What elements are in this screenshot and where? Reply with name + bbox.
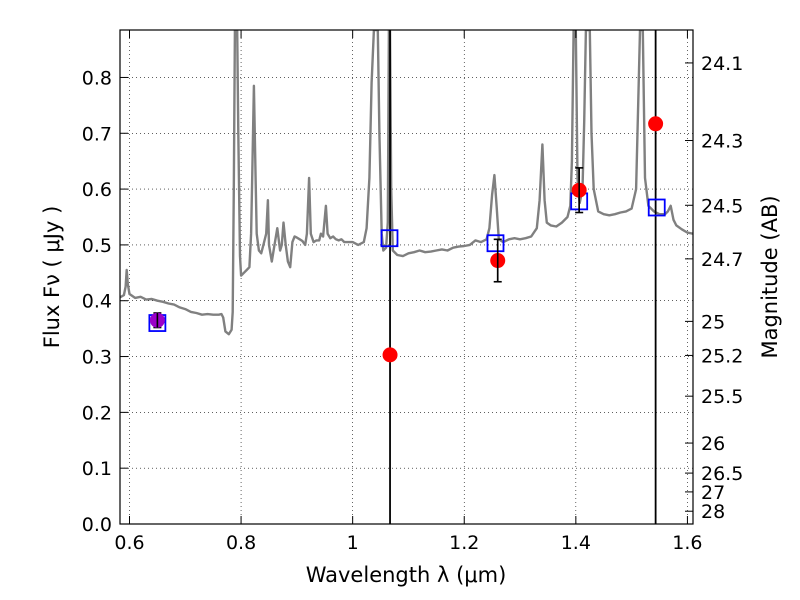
- y-tick-label: 0.5: [82, 235, 112, 257]
- y-tick-label: 0.6: [82, 179, 112, 201]
- observed-point: [382, 347, 398, 363]
- model-point-square: [380, 229, 399, 248]
- y-tick-label: 0.0: [82, 514, 112, 536]
- x-axis-ticks: 0.6 0.8 1 1.2 1.4 1.6: [114, 30, 703, 554]
- observed-photometry-points: [149, 116, 664, 363]
- model-photometry-points: [148, 192, 666, 332]
- right-tick-label: 24.5: [701, 195, 743, 217]
- y-tick-label: 0.8: [82, 67, 112, 89]
- vertical-markers: [389, 30, 657, 524]
- right-axis-label: Magnitude (AB): [758, 195, 782, 358]
- x-tick-label: 0.6: [114, 532, 144, 554]
- x-tick-label: 1: [347, 532, 359, 554]
- x-tick-label: 1.4: [561, 532, 591, 554]
- x-tick-label: 1.2: [449, 532, 479, 554]
- x-tick-label: 0.8: [226, 532, 256, 554]
- right-tick-label: 25.2: [701, 345, 743, 367]
- grid-lines: [120, 30, 693, 525]
- y-tick-label: 0.7: [82, 123, 112, 145]
- model-spectrum-line: [120, 30, 693, 336]
- plot-area: [120, 30, 693, 524]
- model-point-square: [486, 234, 505, 253]
- right-tick-label: 27: [701, 482, 725, 504]
- y-tick-label: 0.2: [82, 402, 112, 424]
- observed-point: [648, 116, 664, 132]
- x-axis-label: Wavelength λ (μm): [306, 563, 507, 587]
- x-tick-label: 1.6: [672, 532, 702, 554]
- right-tick-label: 24.7: [701, 249, 743, 271]
- right-tick-label: 28: [701, 501, 725, 523]
- y-tick-label: 0.1: [82, 458, 112, 480]
- y-tick-label: 0.3: [82, 347, 112, 369]
- right-tick-label: 25.5: [701, 386, 743, 408]
- y-tick-label: 0.4: [82, 291, 112, 313]
- right-tick-label: 26: [701, 433, 725, 455]
- plot-frame: [119, 29, 694, 525]
- model-point-square: [647, 198, 666, 217]
- right-tick-label: 25: [701, 311, 725, 333]
- y-axis-ticks: 0.0 0.1 0.2 0.3 0.4 0.5 0.6 0.7 0.8: [82, 67, 128, 536]
- right-tick-label: 24.3: [701, 131, 743, 153]
- y-axis-label: Flux Fν ( μJy ): [40, 206, 64, 349]
- right-tick-label: 24.1: [701, 53, 743, 75]
- right-tick-label: 26.5: [701, 463, 743, 485]
